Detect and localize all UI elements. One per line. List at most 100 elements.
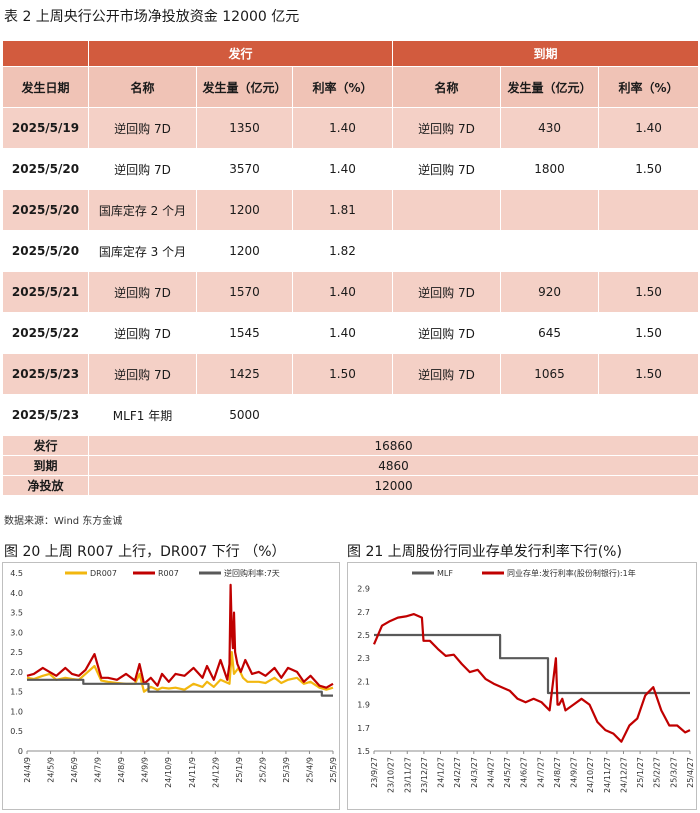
data-source: 数据来源：Wind 东方金诚 (4, 516, 123, 527)
x-tick-label: 24/9/27 (570, 757, 579, 788)
table-cell: 3570 (196, 148, 293, 190)
table-cell: 1.40 (291, 271, 394, 313)
y-tick-label: 0.5 (10, 727, 23, 736)
repo-rate-chart-svg: 0 0.5 1.0 1.5 2.0 2.5 3.0 3.5 4.0 4.5 24/4/9 24/5/9… (10, 568, 338, 788)
summary-row: 到期 4860 (2, 455, 700, 476)
table-cell: 1545 (196, 312, 293, 354)
table-cell: 1.82 (291, 230, 394, 272)
y-tick-label: 1.5 (10, 688, 23, 697)
x-tick-label: 25/4/27 (686, 757, 695, 788)
column-header: 发生量（亿元） (500, 66, 600, 108)
table-row: 2025/5/20 逆回购 7D 3570 1.40 逆回购 7D 1800 1.50 (2, 148, 700, 190)
column-header: 名称 (88, 66, 197, 108)
table-cell: 5000 (196, 394, 293, 436)
table-cell: 逆回购 7D (88, 107, 197, 149)
table-row: 2025/5/19 逆回购 7D 1350 1.40 逆回购 7D 430 1.40 (2, 107, 700, 149)
x-tick-label: 25/3/9 (282, 757, 291, 783)
table-column-header: 发生日期 名称 发生量（亿元） 利率（%） 名称 发生量（亿元） 利率（%） (2, 66, 700, 108)
table-cell: 1570 (196, 271, 293, 313)
date-cell: 2025/5/20 (2, 148, 89, 190)
table-cell: 920 (500, 271, 600, 313)
y-tick-label: 2.7 (357, 608, 370, 617)
series-line-0 (26, 650, 334, 693)
table-row: 2025/5/20 国库定存 2 个月 1200 1.81 (2, 189, 700, 231)
table-cell: 逆回购 7D (88, 148, 197, 190)
legend-label: 逆回购利率:7天 (224, 568, 280, 578)
x-tick-label: 23/12/27 (420, 757, 429, 793)
table-cell (500, 230, 600, 272)
column-header: 发生日期 (2, 66, 89, 108)
table-cell: 1425 (196, 353, 293, 395)
ncd-rate-chart: 1.5 1.7 1.9 2.1 2.3 2.5 2.7 2.9 23/9/27 23/10/27 2… (347, 562, 697, 810)
x-tick-label: 25/1/9 (235, 757, 244, 783)
y-tick-label: 0 (18, 747, 23, 756)
y-tick-label: 4.0 (10, 589, 23, 598)
table-cell: 逆回购 7D (392, 312, 502, 354)
summary-value: 4860 (87, 455, 700, 476)
chart-title-ncd: 图 21 上周股份行同业存单发行利率下行(%) (347, 544, 622, 560)
table-cell: 1065 (500, 353, 600, 395)
ncd-rate-chart-svg: 1.5 1.7 1.9 2.1 2.3 2.5 2.7 2.9 23/9/27 23/10/27 2… (357, 568, 695, 793)
legend-label: MLF (437, 569, 453, 578)
summary-label: 净投放 (2, 475, 89, 496)
table-title: 表 2 上周央行公开市场净投放资金 12000 亿元 (4, 9, 300, 25)
x-tick-label: 24/5/27 (503, 757, 512, 788)
y-tick-label: 1.5 (357, 747, 370, 756)
column-header: 利率（%） (291, 66, 394, 108)
table-cell: 1.40 (291, 107, 394, 149)
y-tick-label: 2.3 (357, 654, 370, 663)
y-tick-label: 1.0 (10, 707, 23, 716)
x-tick-label: 24/11/9 (188, 757, 197, 788)
date-cell: 2025/5/23 (2, 353, 89, 395)
summary-value: 16860 (87, 435, 700, 456)
y-tick-label: 2.5 (357, 631, 370, 640)
series-line-1 (26, 583, 334, 689)
x-tick-label: 24/8/27 (553, 757, 562, 788)
x-tick-label: 25/5/9 (329, 757, 338, 783)
x-tick-label: 24/3/27 (470, 757, 479, 788)
summary-row: 发行 16860 (2, 435, 700, 456)
y-tick-label: 1.9 (357, 701, 370, 710)
series-line-0 (374, 633, 690, 695)
x-tick-label: 24/10/9 (164, 757, 173, 788)
y-tick-label: 4.5 (10, 569, 23, 578)
date-cell: 2025/5/20 (2, 189, 89, 231)
column-header: 利率（%） (598, 66, 700, 108)
table-row: 2025/5/22 逆回购 7D 1545 1.40 逆回购 7D 645 1.50 (2, 312, 700, 354)
x-tick-label: 24/11/27 (603, 757, 612, 793)
table-cell: 国库定存 3 个月 (88, 230, 197, 272)
date-cell: 2025/5/22 (2, 312, 89, 354)
table-cell: 1.81 (291, 189, 394, 231)
table-cell: 1.50 (291, 353, 394, 395)
x-tick-label: 24/2/27 (453, 757, 462, 788)
x-tick-label: 24/7/27 (536, 757, 545, 788)
group-header-issue: 发行 (87, 40, 394, 67)
x-tick-label: 24/4/27 (486, 757, 495, 788)
column-header: 发生量（亿元） (196, 66, 293, 108)
y-tick-label: 1.7 (357, 724, 370, 733)
legend-label: DR007 (90, 569, 117, 578)
x-tick-label: 25/2/27 (653, 757, 662, 788)
table-cell (598, 230, 700, 272)
summary-label: 到期 (2, 455, 89, 476)
header-blank-cell (2, 40, 89, 67)
table-cell: 逆回购 7D (392, 271, 502, 313)
x-tick-label: 24/6/9 (70, 757, 79, 783)
x-tick-label: 24/7/9 (94, 757, 103, 783)
x-tick-label: 24/1/27 (437, 757, 446, 788)
x-tick-label: 24/5/9 (47, 757, 56, 783)
y-tick-label: 2.0 (10, 668, 23, 677)
y-tick-label: 2.9 (357, 585, 370, 594)
x-tick-label: 25/3/27 (669, 757, 678, 788)
x-tick-label: 24/4/9 (23, 757, 32, 783)
table-cell (291, 394, 394, 436)
table-row: 2025/5/23 MLF1 年期 5000 (2, 394, 700, 436)
table-row: 2025/5/20 国库定存 3 个月 1200 1.82 (2, 230, 700, 272)
table-cell (392, 189, 502, 231)
x-tick-label: 25/4/9 (305, 757, 314, 783)
x-tick-label: 24/12/9 (211, 757, 220, 788)
open-market-table: 发行 到期 发生日期 名称 发生量（亿元） 利率（%） 名称 发生量（亿元） 利率（%） 2025… (2, 40, 700, 496)
table-cell: 1800 (500, 148, 600, 190)
table-cell: 1.50 (598, 312, 700, 354)
y-tick-label: 3.5 (10, 609, 23, 618)
